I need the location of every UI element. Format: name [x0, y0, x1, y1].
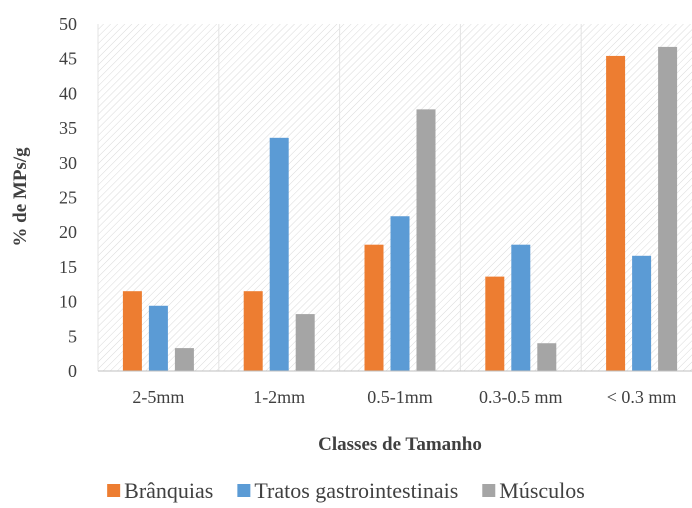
x-tick-label: < 0.3 mm	[607, 387, 677, 407]
y-tick-label: 45	[59, 49, 77, 69]
y-tick-label: 50	[59, 14, 77, 34]
legend-swatch	[237, 484, 251, 497]
legend-item-tratos-gastrointestinais: Tratos gastrointestinais	[237, 478, 458, 503]
bar-tratos-gastrointestinais-1-2mm	[269, 137, 289, 371]
y-axis-ticks: 0 5 10 15 20 25 30 35 40 45 50	[59, 14, 77, 381]
bar-m-sculos-2-5mm	[174, 348, 194, 371]
legend-item-m-sculos: Músculos	[482, 478, 585, 503]
bar-tratos-gastrointestinais-0-5-1mm	[390, 216, 410, 371]
y-tick-label: 40	[59, 83, 77, 103]
bar-br-nquias-0-5-1mm	[364, 244, 384, 371]
y-tick-label: 30	[59, 153, 77, 173]
legend-label: Músculos	[499, 478, 585, 503]
y-axis-title: % de MPs/g	[10, 147, 31, 247]
legend-item-br-nquias: Brânquias	[107, 478, 213, 503]
bar-m-sculos-0-3-mm	[658, 46, 678, 371]
legend-label: Tratos gastrointestinais	[254, 478, 458, 503]
legend-swatch	[482, 484, 496, 497]
y-tick-label: 25	[59, 188, 77, 208]
bar-m-sculos-0-3-0-5-mm	[537, 343, 557, 371]
bar-br-nquias-2-5mm	[122, 291, 142, 371]
y-tick-label: 20	[59, 222, 77, 242]
y-tick-label: 15	[59, 257, 77, 277]
x-tick-label: 0.5-1mm	[367, 387, 433, 407]
bar-tratos-gastrointestinais-0-3-mm	[632, 255, 652, 371]
x-axis-ticks: 2-5mm 1-2mm 0.5-1mm 0.3-0.5 mm < 0.3 mm	[132, 387, 676, 407]
legend-label: Brânquias	[124, 478, 213, 503]
x-tick-label: 1-2mm	[253, 387, 305, 407]
legend-swatch	[107, 484, 121, 497]
legend: Brânquias Tratos gastrointestinais Músculo…	[107, 478, 585, 503]
bar-m-sculos-0-5-1mm	[416, 109, 436, 371]
bar-br-nquias-0-3-mm	[606, 55, 626, 371]
category-separators	[97, 24, 582, 371]
bar-tratos-gastrointestinais-0-3-0-5-mm	[511, 244, 531, 371]
y-tick-label: 5	[68, 326, 77, 346]
bar-m-sculos-1-2mm	[295, 314, 315, 371]
x-tick-label: 0.3-0.5 mm	[479, 387, 563, 407]
y-tick-label: 35	[59, 118, 77, 138]
x-tick-label: 2-5mm	[132, 387, 184, 407]
y-tick-label: 10	[59, 292, 77, 312]
bar-tratos-gastrointestinais-2-5mm	[148, 305, 168, 371]
x-axis-title: Classes de Tamanho	[318, 434, 482, 455]
bar-br-nquias-0-3-0-5-mm	[485, 276, 505, 371]
bars	[122, 46, 678, 371]
y-tick-label: 0	[68, 361, 77, 381]
bar-br-nquias-1-2mm	[243, 291, 263, 371]
